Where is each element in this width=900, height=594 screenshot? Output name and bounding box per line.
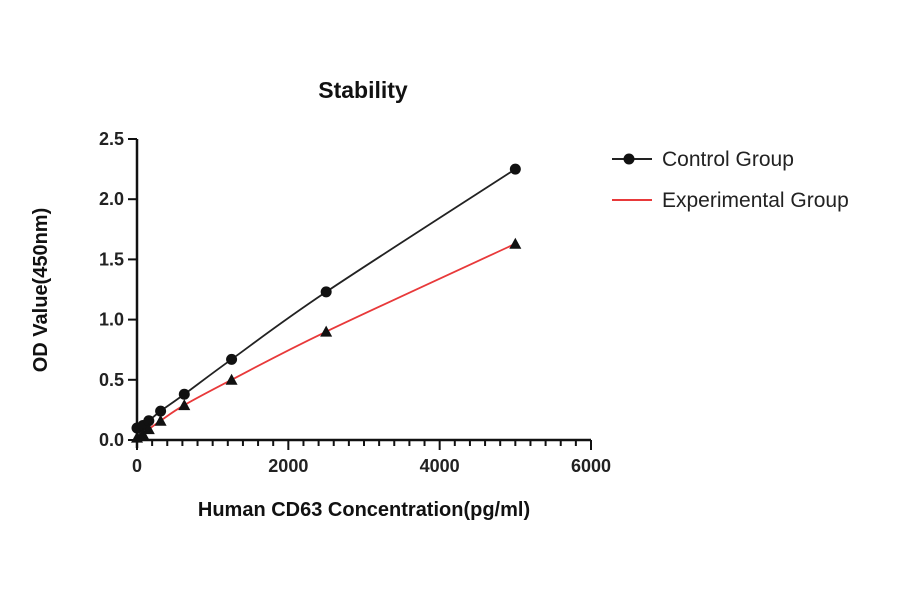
legend-control-marker xyxy=(623,153,635,165)
y-tick-label: 2.5 xyxy=(99,129,124,149)
fit-line-experimental xyxy=(136,242,516,441)
control-point xyxy=(320,286,332,298)
experimental-point xyxy=(178,399,191,411)
control-point xyxy=(155,405,167,417)
control-point xyxy=(509,163,521,175)
y-tick-label: 1.5 xyxy=(99,249,124,269)
experimental-point xyxy=(509,237,522,249)
x-tick-label: 2000 xyxy=(268,456,308,476)
experimental-point xyxy=(142,423,155,435)
legend-experimental-label: Experimental Group xyxy=(662,189,849,212)
y-tick-label: 0.5 xyxy=(99,370,124,390)
control-point xyxy=(143,415,155,427)
x-tick-label: 4000 xyxy=(420,456,460,476)
x-tick-label: 0 xyxy=(132,456,142,476)
legend: Control Group Experimental Group xyxy=(612,148,849,212)
chart-title: Stability xyxy=(318,77,408,103)
experimental-point xyxy=(154,414,167,426)
control-point xyxy=(178,388,190,400)
fit-lines xyxy=(136,168,516,441)
y-tick-label: 1.0 xyxy=(99,310,124,330)
control-point xyxy=(226,353,238,365)
experimental-point xyxy=(136,427,149,439)
experimental-point xyxy=(320,325,333,337)
y-axis-label: OD Value(450nm) xyxy=(30,208,52,373)
experimental-point xyxy=(131,431,143,443)
y-tick-label: 0.0 xyxy=(99,430,124,450)
x-axis-label: Human CD63 Concentration(pg/ml) xyxy=(198,499,530,521)
x-tick-label: 6000 xyxy=(571,456,611,476)
experimental-point xyxy=(225,373,238,385)
legend-control-label: Control Group xyxy=(662,148,794,171)
axes: 0 2000 4000 6000 0.0 0.5 1.0 1.5 2.0 2.5 xyxy=(99,129,611,476)
data-points xyxy=(131,163,522,443)
y-tick-label: 2.0 xyxy=(99,189,124,209)
